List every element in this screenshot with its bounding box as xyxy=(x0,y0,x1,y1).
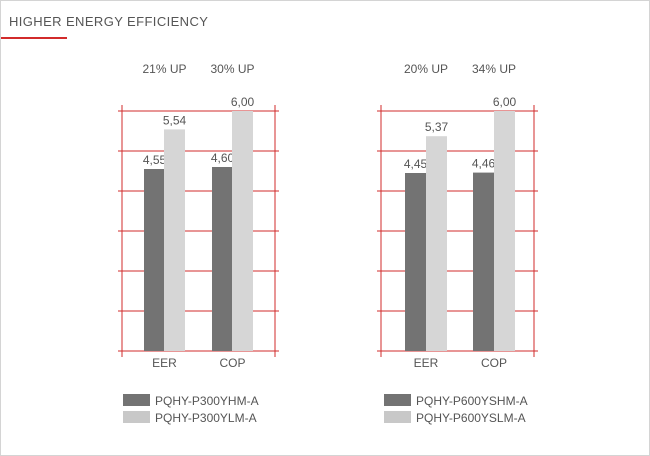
legend-swatch xyxy=(384,411,411,423)
legend-label: PQHY-P600YSHM-A xyxy=(416,394,528,408)
bar xyxy=(405,173,426,351)
category-label: EER xyxy=(152,356,177,370)
data-label: 5,37 xyxy=(425,120,449,134)
legend-label: PQHY-P300YHM-A xyxy=(155,394,259,408)
page-title: HIGHER ENERGY EFFICIENCY xyxy=(9,14,209,29)
bar xyxy=(232,111,253,351)
legend-label: PQHY-P600YSLM-A xyxy=(416,411,526,425)
category-label: EER xyxy=(414,356,439,370)
bar xyxy=(494,111,515,351)
data-label: 4,60 xyxy=(211,151,235,165)
bar xyxy=(212,167,233,351)
improvement-label: 30% UP xyxy=(210,62,254,76)
bar xyxy=(426,136,447,351)
improvement-label: 21% UP xyxy=(142,62,186,76)
bar xyxy=(473,172,494,351)
improvement-label: 20% UP xyxy=(404,62,448,76)
legend-label: PQHY-P300YLM-A xyxy=(155,411,257,425)
data-label: 6,00 xyxy=(493,95,517,109)
data-label: 4,45 xyxy=(404,157,428,171)
data-label: 4,55 xyxy=(143,153,167,167)
title-underline xyxy=(1,37,67,39)
legend-swatch xyxy=(384,394,411,406)
legend-swatch xyxy=(123,394,150,406)
category-label: COP xyxy=(219,356,245,370)
data-label: 5,54 xyxy=(163,113,187,127)
data-label: 6,00 xyxy=(231,95,255,109)
legend-swatch xyxy=(123,411,150,423)
bar xyxy=(144,169,165,351)
improvement-label: 34% UP xyxy=(472,62,516,76)
category-label: COP xyxy=(481,356,507,370)
data-label: 4,46 xyxy=(472,157,496,171)
bar xyxy=(164,129,185,351)
